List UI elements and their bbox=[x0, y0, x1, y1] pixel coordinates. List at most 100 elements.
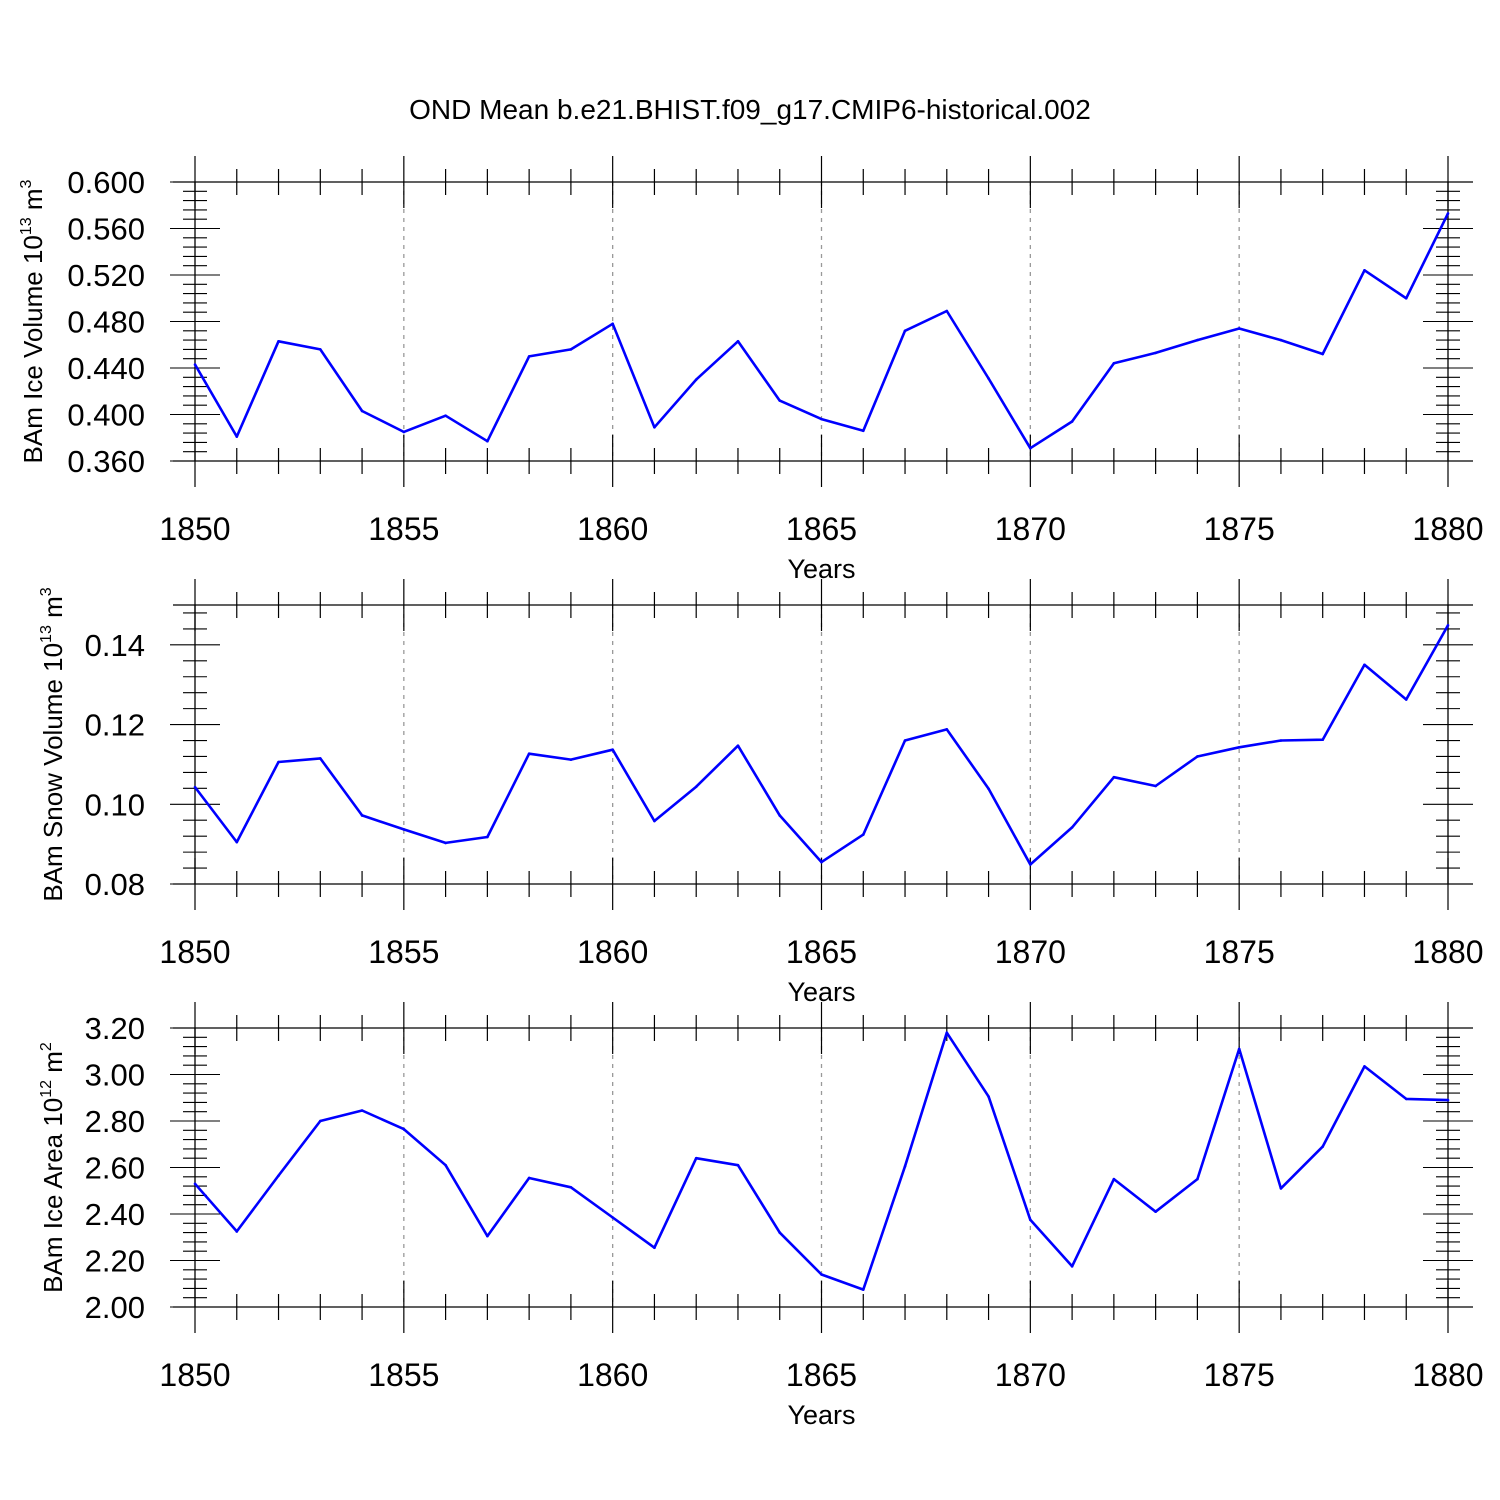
data-point bbox=[1196, 338, 1199, 342]
data-point bbox=[1070, 1265, 1074, 1268]
data-point bbox=[193, 1182, 197, 1186]
data-point bbox=[569, 348, 573, 351]
x-tick-label: 1865 bbox=[786, 934, 857, 970]
x-tick-label: 1875 bbox=[1204, 511, 1275, 547]
data-point bbox=[319, 348, 322, 351]
x-tick-label: 1880 bbox=[1412, 934, 1483, 970]
x-tick-label: 1865 bbox=[786, 1357, 857, 1393]
data-point bbox=[1363, 269, 1366, 272]
data-point bbox=[945, 728, 949, 731]
panel-3: 2.00 2.20 2.40 2.60 2.80 3.00 3.20 1850 1855 1860… bbox=[38, 1002, 1484, 1430]
x-tick-label: 1850 bbox=[159, 934, 230, 970]
y-tick-label: 3.20 bbox=[85, 1011, 145, 1046]
data-point bbox=[987, 1095, 990, 1098]
data-point bbox=[319, 757, 322, 760]
x-tick-label: 1875 bbox=[1204, 1357, 1275, 1393]
data-point bbox=[945, 309, 949, 313]
data-point bbox=[527, 1176, 531, 1180]
data-point bbox=[820, 860, 823, 864]
y-axis-label-unit-exponent: 3 bbox=[38, 587, 55, 596]
data-point bbox=[402, 430, 406, 434]
data-point bbox=[1404, 698, 1408, 701]
data-point bbox=[402, 1127, 406, 1131]
y-tick-label: 2.00 bbox=[85, 1290, 145, 1325]
data-point bbox=[1446, 624, 1450, 627]
y-axis-label-text: BAm Ice Volume 10 bbox=[18, 235, 48, 463]
data-point bbox=[444, 1163, 447, 1167]
data-point bbox=[486, 835, 489, 839]
data-point bbox=[820, 417, 823, 421]
data-point bbox=[444, 414, 447, 417]
data-point bbox=[1029, 863, 1032, 866]
data-point bbox=[778, 814, 782, 817]
data-point bbox=[527, 752, 531, 755]
data-point bbox=[193, 785, 197, 789]
x-tick-label: 1850 bbox=[159, 511, 230, 547]
data-point bbox=[903, 329, 907, 333]
x-tick-label: 1870 bbox=[995, 934, 1066, 970]
data-point bbox=[861, 1288, 865, 1291]
y-tick-label: 2.20 bbox=[85, 1244, 145, 1279]
x-tick-label: 1880 bbox=[1412, 1357, 1483, 1393]
data-point bbox=[1154, 784, 1157, 788]
data-point bbox=[945, 1031, 949, 1034]
data-point bbox=[1279, 1187, 1283, 1190]
panels: 0.360 0.400 0.440 0.480 0.520 0.560 0.600 1850 1… bbox=[18, 156, 1484, 1430]
y-tick-label: 0.360 bbox=[67, 444, 145, 479]
data-point bbox=[1237, 327, 1241, 330]
x-tick-label: 1870 bbox=[995, 511, 1066, 547]
data-point bbox=[1279, 739, 1283, 742]
y-tick-label: 0.440 bbox=[67, 351, 145, 386]
data-point bbox=[1237, 1047, 1241, 1051]
y-tick-label: 0.12 bbox=[85, 708, 145, 743]
y-tick-label: 0.10 bbox=[85, 787, 145, 822]
data-point bbox=[527, 355, 531, 358]
data-point bbox=[1112, 775, 1116, 779]
y-axis-label-unit: m bbox=[38, 596, 68, 625]
x-tick-label: 1860 bbox=[577, 511, 648, 547]
y-tick-label: 2.40 bbox=[85, 1197, 145, 1232]
data-point bbox=[694, 378, 698, 381]
y-axis-label-unit-exponent: 2 bbox=[38, 1042, 55, 1051]
y-tick-label: 0.560 bbox=[67, 212, 145, 247]
y-axis-label-exponent: 13 bbox=[18, 217, 35, 235]
y-tick-label: 0.08 bbox=[85, 867, 145, 902]
data-point bbox=[1363, 663, 1366, 667]
data-point bbox=[861, 429, 865, 433]
y-axis-label-exponent: 13 bbox=[38, 625, 55, 643]
data-point bbox=[486, 1234, 489, 1238]
data-point bbox=[277, 760, 280, 764]
data-point bbox=[486, 439, 489, 443]
y-tick-label: 2.60 bbox=[85, 1151, 145, 1186]
data-point bbox=[1029, 1218, 1032, 1222]
data-point bbox=[1446, 212, 1450, 215]
data-point bbox=[277, 339, 280, 343]
x-tick-label: 1865 bbox=[786, 511, 857, 547]
data-point bbox=[1321, 352, 1324, 356]
data-point bbox=[1112, 1177, 1116, 1181]
data-point bbox=[778, 399, 782, 402]
y-axis-label-text: BAm Ice Area 10 bbox=[38, 1098, 68, 1293]
y-tick-label: 0.520 bbox=[67, 258, 145, 293]
data-point bbox=[736, 744, 740, 747]
data-point bbox=[1321, 738, 1324, 742]
y-axis-label-unit-exponent: 3 bbox=[18, 179, 35, 188]
x-tick-label: 1860 bbox=[577, 934, 648, 970]
x-tick-label: 1855 bbox=[368, 934, 439, 970]
y-tick-label: 0.14 bbox=[85, 628, 145, 663]
data-point bbox=[1196, 755, 1199, 758]
data-point bbox=[820, 1273, 823, 1276]
y-axis-label-unit: m bbox=[18, 188, 48, 217]
x-axis-label: Years bbox=[787, 1400, 855, 1430]
y-axis-label-unit: m bbox=[38, 1051, 68, 1080]
data-point bbox=[1279, 338, 1283, 342]
data-point bbox=[235, 1230, 239, 1233]
data-point bbox=[235, 435, 239, 438]
data-point bbox=[569, 758, 573, 761]
data-point bbox=[987, 377, 990, 380]
panel-1: 0.360 0.400 0.440 0.480 0.520 0.560 0.600 1850 1… bbox=[18, 156, 1484, 584]
data-point bbox=[987, 787, 990, 791]
y-tick-label: 0.600 bbox=[67, 165, 145, 200]
data-point bbox=[611, 322, 614, 326]
